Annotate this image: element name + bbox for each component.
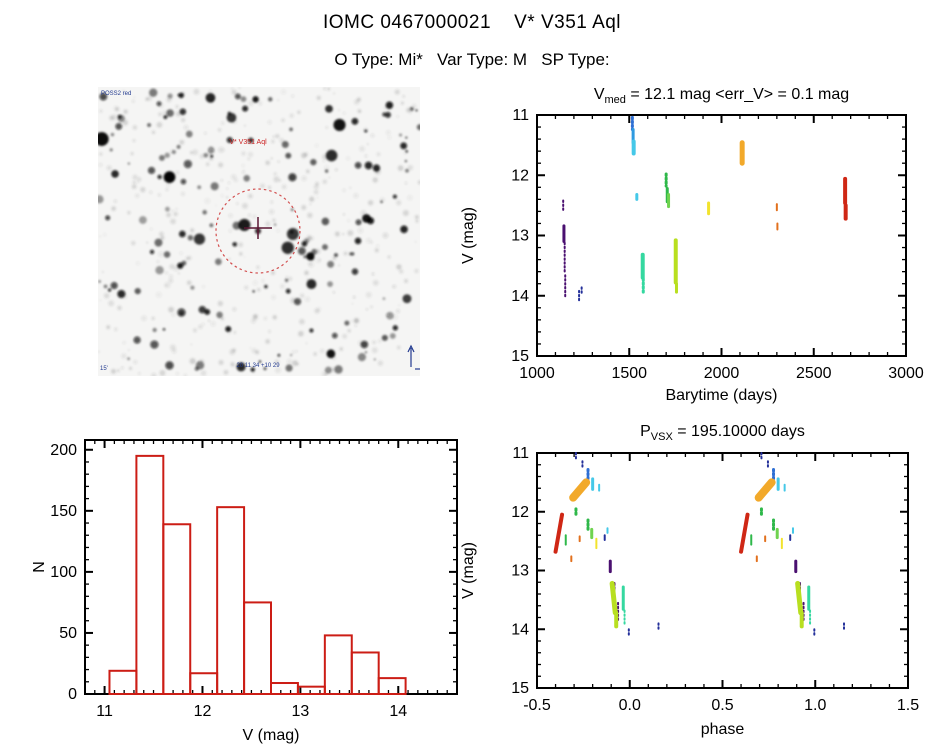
histogram-ytick-label: 100: [50, 564, 77, 581]
lightcurve-ytick-label: 12: [511, 167, 529, 184]
histogram-data-points: [108, 454, 407, 696]
phase-plot-title: PVSX = 195.10000 days: [640, 423, 805, 444]
lightcurve-xtick-label: 2000: [704, 365, 740, 382]
magnitude-histogram-plot: 11 12 13 14 0 50 100 150 200 V (mag) N: [31, 439, 458, 744]
phase-xtick-label: 1.0: [804, 697, 826, 714]
lightcurve-xtick-label: 3000: [888, 365, 924, 382]
target-marker-circle: [215, 188, 301, 274]
lightcurve-xtick-label: 1000: [519, 365, 555, 382]
compass-icon: [407, 344, 420, 370]
phase-ytick-label: 15: [511, 680, 529, 697]
target-cross-icon: [244, 217, 272, 239]
finder-target-label: V* V351 Aql: [229, 139, 267, 146]
lightcurve-plot: 1000 1500 2000 2500 3000 11 12 13 14 15 Barytime (…: [460, 107, 924, 404]
phase-ytick-label: 14: [511, 621, 529, 638]
histogram-xtick-label: 14: [389, 703, 407, 720]
phase-xlabel: phase: [701, 721, 745, 738]
phase-xtick-label: 1.5: [897, 697, 919, 714]
finder-coords-label: 20 11 34 +10 29: [236, 363, 280, 369]
lightcurve-axes: [536, 114, 907, 357]
histogram-ytick-label: 50: [59, 625, 77, 642]
histogram-xtick-label: 11: [96, 703, 113, 720]
lightcurve-ytick-label: 11: [512, 107, 529, 124]
lightcurve-ytick-label: 15: [511, 348, 529, 365]
histogram-ytick-label: 150: [50, 503, 77, 520]
lightcurve-xlabel: Barytime (days): [665, 387, 777, 404]
phase-axes: [536, 452, 909, 689]
histogram-xlabel: V (mag): [243, 727, 300, 744]
page-subtitle: O Type: Mi* Var Type: M SP Type:: [334, 50, 610, 69]
phase-folded-plot: -0.5 0.0 0.5 1.0 1.5 11 12 13 14 15 phase V (mag): [460, 445, 919, 738]
lightcurve-data-points: [562, 115, 848, 302]
finder-survey-label: POSS2 red: [101, 91, 131, 97]
histogram-xtick-label: 13: [291, 703, 309, 720]
lightcurve-ytick-label: 14: [511, 288, 529, 305]
lightcurve-title: Vmed = 12.1 mag <err_V> = 0.1 mag: [593, 86, 850, 107]
phase-data-points: [553, 452, 846, 637]
lightcurve-xtick-label: 2500: [796, 365, 832, 382]
phase-ylabel: V (mag): [460, 542, 477, 599]
phase-xtick-label: 0.0: [619, 697, 641, 714]
phase-ytick-label: 13: [511, 563, 529, 580]
page-title: IOMC 0467000021 V* V351 Aql: [322, 12, 622, 33]
finder-scale-label: 15': [100, 366, 108, 372]
histogram-ytick-label: 0: [68, 686, 77, 703]
histogram-ytick-label: 200: [50, 442, 77, 459]
phase-ytick-label: 12: [511, 504, 529, 521]
histogram-ylabel: N: [31, 561, 48, 573]
star-field: [98, 87, 420, 376]
lightcurve-xtick-label: 1500: [611, 365, 647, 382]
lightcurve-ylabel: V (mag): [460, 207, 477, 264]
histogram-xtick-label: 12: [194, 703, 212, 720]
phase-ytick-label: 11: [512, 445, 529, 462]
phase-xtick-label: 0.5: [711, 697, 733, 714]
lightcurve-ytick-label: 13: [511, 228, 529, 245]
phase-xtick-label: -0.5: [523, 697, 551, 714]
finder-chart-image: V* V351 Aql POSS2 red 20 11 34 +10 29 15': [98, 87, 420, 376]
